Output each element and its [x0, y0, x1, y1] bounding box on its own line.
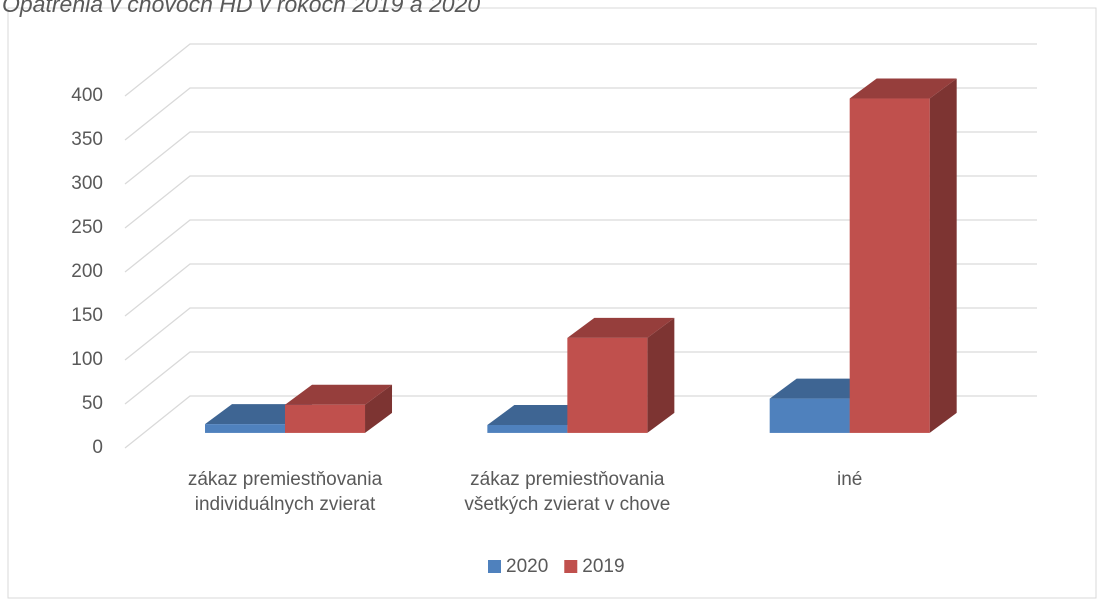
x-tick-label: zákaz premiestňovania všetkých zvierat v…	[464, 469, 671, 515]
y-tick-label: 100	[71, 349, 103, 370]
legend-swatch	[564, 560, 578, 573]
y-tick-label: 200	[71, 261, 103, 282]
grid-line	[124, 395, 1037, 449]
y-tick-label: 250	[71, 217, 103, 238]
bar-side	[647, 317, 675, 433]
bar	[487, 425, 568, 433]
grid-line	[124, 87, 1037, 141]
bar	[849, 98, 930, 433]
grid-line	[124, 131, 1037, 185]
grid-line	[124, 263, 1037, 317]
y-tick-label: 350	[71, 129, 103, 150]
y-tick-label: 150	[71, 305, 103, 326]
bar	[285, 404, 366, 433]
legend-label: 2020	[506, 556, 548, 577]
grid-line	[124, 219, 1037, 273]
y-tick-label: 300	[71, 173, 103, 194]
x-tick-label: iné	[836, 469, 863, 490]
chart-border	[7, 7, 1097, 599]
y-tick-label: 400	[71, 85, 103, 106]
y-tick-label: 50	[82, 393, 103, 414]
chart-title: Opatrenia v chovoch HD v rokoch 2019 a 2…	[2, 0, 480, 17]
grid-line	[124, 175, 1037, 229]
bar	[567, 337, 648, 433]
legend-swatch	[488, 560, 501, 573]
x-tick-label: zákaz premiestňovania individuálnych zvi…	[187, 469, 383, 515]
y-tick-label: 0	[92, 437, 103, 458]
grid-line	[124, 307, 1037, 361]
bar-side	[929, 78, 957, 433]
bar-top	[567, 317, 675, 338]
bar-top	[285, 384, 393, 405]
bar-top	[849, 78, 957, 99]
grid-line	[124, 351, 1037, 405]
bar-side	[365, 384, 393, 433]
legend-label: 2019	[582, 556, 624, 577]
grid-line	[124, 43, 1037, 97]
bar	[769, 398, 850, 433]
bar	[205, 424, 286, 433]
